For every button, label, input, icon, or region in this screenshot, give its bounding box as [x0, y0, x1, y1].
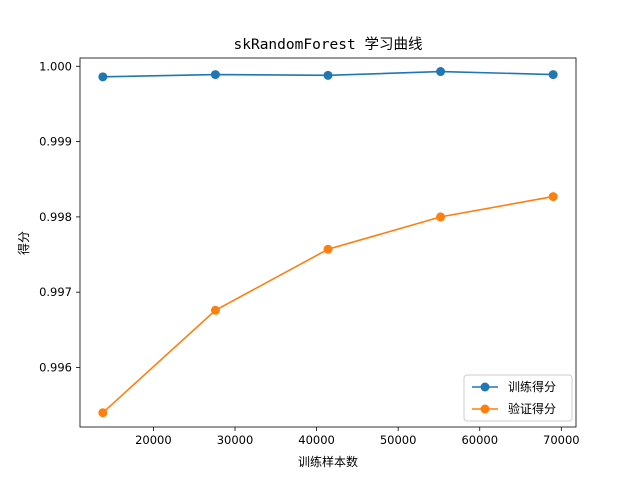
series-2-point [436, 212, 446, 222]
x-tick-label: 20000 [135, 433, 172, 447]
series-1-point [98, 72, 108, 82]
y-axis-label: 得分 [16, 231, 31, 255]
series-1-point [210, 70, 220, 80]
series-2-point [98, 408, 108, 418]
y-tick-label: 0.999 [39, 135, 72, 149]
series-1-point [436, 67, 446, 77]
axes-frame [79, 57, 577, 428]
legend-swatch-marker-2 [480, 404, 490, 414]
legend-label-2: 验证得分 [508, 401, 556, 416]
series-1-point [548, 70, 558, 80]
chart-title: skRandomForest 学习曲线 [234, 36, 423, 53]
x-tick-label: 70000 [543, 433, 580, 447]
y-tick-label: 1.000 [39, 59, 72, 73]
y-tick-label: 0.998 [39, 210, 72, 224]
legend-swatch-marker-1 [480, 382, 490, 392]
series-2-point [210, 305, 220, 315]
plot-area: 20000 30000 40000 50000 60000 70000 0.996 0.997… [39, 57, 580, 447]
x-tick-label: 60000 [461, 433, 498, 447]
y-tick-label: 0.997 [39, 285, 72, 299]
x-tick-label: 30000 [217, 433, 254, 447]
series-1-point [323, 70, 333, 80]
x-tick-label: 40000 [298, 433, 335, 447]
series-2-point [323, 244, 333, 254]
x-tick-label: 50000 [380, 433, 417, 447]
x-axis-label: 训练样本数 [298, 454, 358, 469]
series-2-point [548, 192, 558, 202]
y-tick-label: 0.996 [39, 361, 72, 375]
legend-label-1: 训练得分 [508, 379, 556, 394]
